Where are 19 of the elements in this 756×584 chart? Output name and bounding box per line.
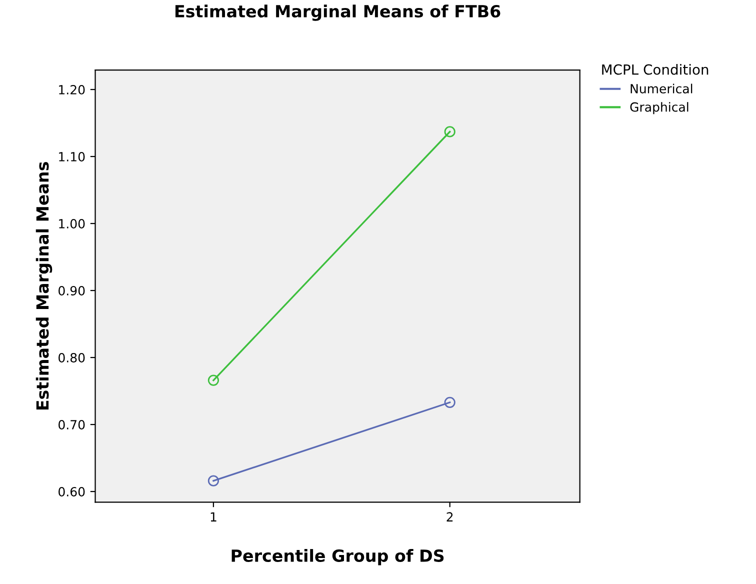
point: [208, 475, 220, 486]
y-tick-label: 0.60: [58, 486, 85, 496]
x-tick-label: 2: [446, 512, 453, 522]
y-tick-label: 0.80: [58, 352, 85, 362]
x-tick-label: 1: [210, 512, 216, 522]
legend-label: Numerical: [630, 84, 692, 94]
point: [444, 126, 456, 138]
legend-title: MCPL Condition: [602, 64, 708, 75]
y-tick-label: 1.00: [59, 218, 85, 228]
x-axis-title: Percentile Group of DS: [232, 549, 444, 566]
point: [208, 374, 220, 386]
y-tick-label: 1.10: [59, 152, 85, 162]
y-tick-label: 1.20: [59, 84, 85, 94]
y-tick-label: 0.90: [58, 286, 85, 296]
chart-title: Estimated Marginal Means of FTB6: [175, 4, 500, 21]
point: [444, 396, 456, 408]
y-axis-title: Estimated Marginal Means: [36, 162, 52, 410]
legend-label: Graphical: [630, 102, 688, 114]
y-tick-label: 0.70: [58, 420, 85, 430]
